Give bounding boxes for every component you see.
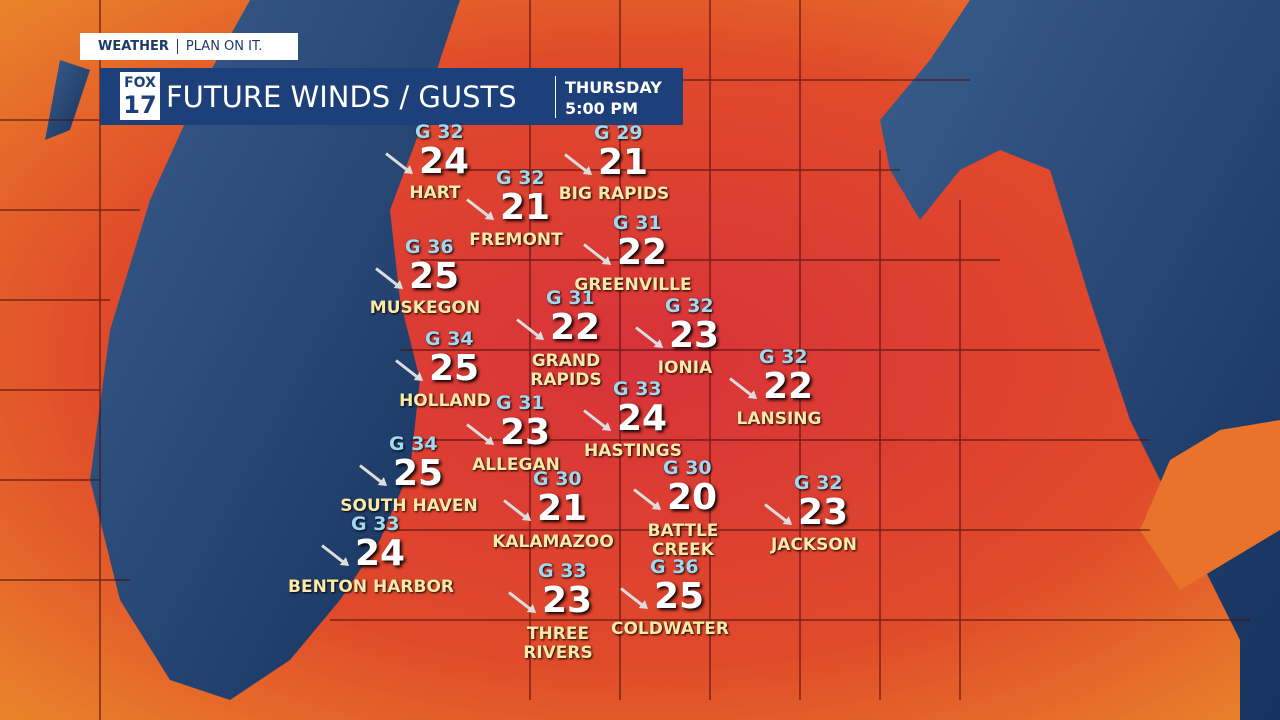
- gust: G 34: [389, 433, 438, 455]
- gust: G 30: [663, 457, 712, 479]
- city-name: LANSING: [736, 409, 822, 429]
- city-name: JACKSON: [770, 535, 858, 555]
- city-name: SOUTH HAVEN: [340, 496, 478, 516]
- wind-speed: 21: [500, 187, 551, 228]
- city-name: BATTLE CREEK: [647, 521, 719, 560]
- city-name: HOLLAND: [399, 391, 491, 411]
- wind-speed: 23: [500, 412, 551, 453]
- wind-speed: 22: [763, 366, 814, 407]
- wind-speed: 22: [550, 307, 601, 348]
- wind-speed: 24: [419, 141, 470, 182]
- wind-speed: 21: [537, 488, 588, 529]
- brand: WEATHER: [80, 39, 178, 54]
- separator: [555, 76, 556, 118]
- gust: G 32: [759, 346, 808, 368]
- logo: FOX 17: [120, 72, 160, 120]
- gust: G 31: [496, 392, 545, 414]
- day: THURSDAY: [565, 78, 662, 97]
- logo-top: FOX: [124, 75, 156, 91]
- city-name: FREMONT: [469, 230, 563, 250]
- gust: G 33: [613, 378, 662, 400]
- city-name: HASTINGS: [584, 441, 682, 461]
- title: FUTURE WINDS / GUSTS: [166, 80, 517, 114]
- city-name: MUSKEGON: [369, 298, 481, 318]
- city-name: THREE RIVERS: [523, 624, 593, 663]
- city-name: GREENVILLE: [574, 275, 692, 295]
- gust: G 30: [533, 468, 582, 490]
- time: 5:00 PM: [565, 99, 639, 118]
- logo-bottom: 17: [123, 91, 157, 119]
- wind-speed: 25: [654, 576, 705, 617]
- wind-speed: 23: [798, 492, 849, 533]
- wind-speed: 22: [617, 232, 668, 273]
- wind-speed: 23: [542, 580, 593, 621]
- gust: G 31: [613, 212, 662, 234]
- city-name: BIG RAPIDS: [558, 184, 670, 204]
- gust: G 31: [546, 287, 595, 309]
- gust: G 32: [794, 472, 843, 494]
- gust: G 33: [351, 513, 400, 535]
- gust: G 29: [594, 122, 643, 144]
- gust: G 34: [425, 328, 474, 350]
- city-name: ALLEGAN: [472, 455, 560, 475]
- wind-speed: 25: [409, 256, 460, 297]
- gust: G 32: [415, 121, 464, 143]
- city-name: BENTON HARBOR: [288, 577, 454, 597]
- city-name: HART: [409, 183, 461, 203]
- tagline: PLAN ON IT.: [185, 39, 263, 54]
- wind-speed: 23: [669, 315, 720, 356]
- city-name: KALAMAZOO: [492, 532, 614, 552]
- brand-tag: WEATHER PLAN ON IT.: [80, 33, 298, 60]
- gust: G 32: [496, 167, 545, 189]
- title-banner: FOX 17 FUTURE WINDS / GUSTS THURSDAY 5:00 …: [100, 68, 683, 125]
- gust: G 32: [665, 295, 714, 317]
- wind-speed: 20: [667, 477, 718, 518]
- city-name: GRAND RAPIDS: [530, 351, 602, 390]
- wind-speed: 25: [393, 453, 444, 494]
- time-block: THURSDAY 5:00 PM: [565, 77, 662, 119]
- gust: G 33: [538, 560, 587, 582]
- city-name: COLDWATER: [611, 619, 729, 639]
- wind-speed: 24: [617, 398, 668, 439]
- wind-speed: 25: [429, 348, 480, 389]
- city-name: IONIA: [657, 358, 713, 378]
- wind-speed: 24: [355, 533, 406, 574]
- gust: G 36: [405, 236, 454, 258]
- wind-speed: 21: [598, 142, 649, 183]
- gust: G 36: [650, 556, 699, 578]
